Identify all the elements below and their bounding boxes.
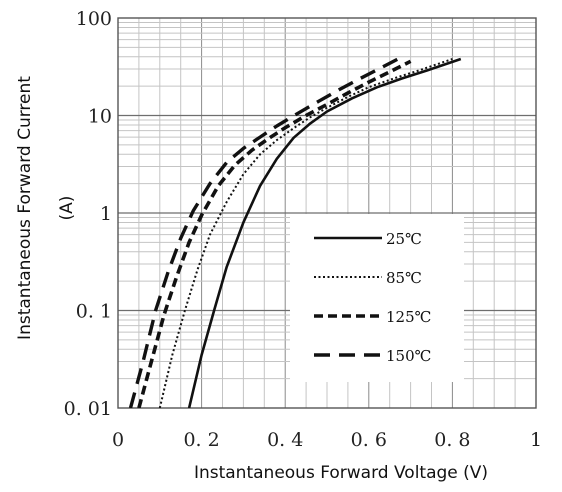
y-axis-label-line-2: (A) <box>57 196 77 221</box>
x-tick-label: 1 <box>530 429 542 451</box>
y-tick-label: 10 <box>88 106 112 128</box>
plot-frame <box>117 17 537 409</box>
legend-label: 85℃ <box>386 269 422 287</box>
legend-label: 25℃ <box>386 230 422 248</box>
legend-label: 150℃ <box>386 347 431 365</box>
y-tick-label: 100 <box>76 8 112 30</box>
x-tick-label: 0. 4 <box>267 429 303 451</box>
x-tick-labels: 0 0. 2 0. 4 0. 6 0. 8 1 <box>112 429 542 451</box>
x-tick-label: 0. 6 <box>351 429 387 451</box>
y-tick-label: 0. 1 <box>76 301 112 323</box>
y-axis-label: Instantaneous Forward Current (A) <box>15 76 77 340</box>
series-line <box>137 59 412 408</box>
series-line <box>187 57 462 408</box>
legend: 25℃ 85℃ 125℃ 150℃ <box>290 214 464 382</box>
series-line <box>128 55 403 408</box>
y-tick-label: 0. 01 <box>64 398 112 420</box>
x-axis-label: Instantaneous Forward Voltage (V) <box>194 463 488 483</box>
legend-label: 125℃ <box>386 308 431 326</box>
y-tick-labels: 0. 01 0. 1 1 10 100 <box>64 8 112 420</box>
series-line <box>158 58 453 408</box>
x-tick-label: 0 <box>112 429 124 451</box>
y-axis-label-line-1: Instantaneous Forward Current <box>15 76 35 340</box>
x-tick-label: 0. 8 <box>434 429 470 451</box>
series-lines <box>128 55 462 408</box>
y-tick-label: 1 <box>100 203 112 225</box>
x-tick-label: 0. 2 <box>183 429 219 451</box>
